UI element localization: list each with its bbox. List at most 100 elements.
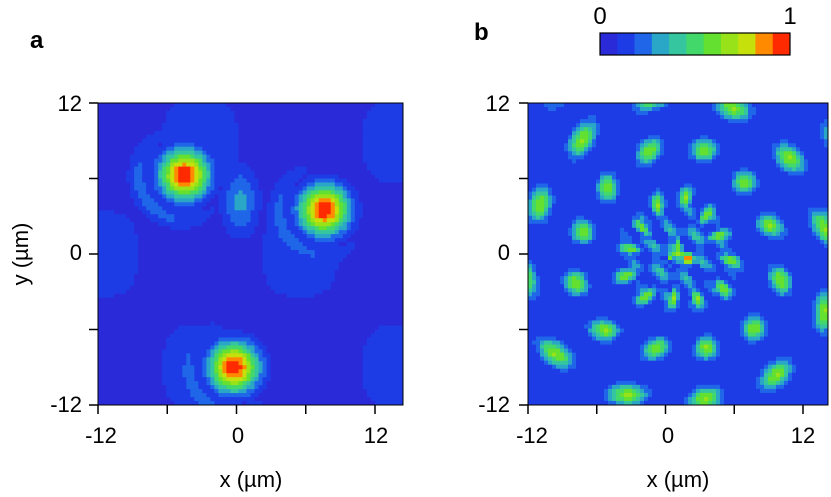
heatmap-cell <box>378 194 384 199</box>
heatmap-cell <box>170 134 175 140</box>
heatmap-cell <box>202 118 207 124</box>
heatmap-cell <box>398 126 403 132</box>
heatmap-cell <box>358 190 364 195</box>
heatmap-cell <box>342 261 348 267</box>
heatmap-cell <box>366 166 372 172</box>
heatmap-cell <box>206 202 211 207</box>
heatmap-cell <box>290 293 296 299</box>
heatmap-cell <box>326 257 332 263</box>
heatmap-cell <box>386 142 392 148</box>
heatmap-cell <box>378 142 384 148</box>
heatmap-cell <box>230 222 236 227</box>
heatmap-cell <box>266 234 272 239</box>
heatmap-cell <box>226 265 232 271</box>
heatmap-cell <box>354 114 360 120</box>
heatmap-cell <box>350 246 356 251</box>
heatmap-cell <box>170 182 175 188</box>
heatmap-cell <box>358 202 364 207</box>
heatmap-cell <box>250 178 256 184</box>
heatmap-cell <box>266 341 272 346</box>
heatmap-cell <box>310 142 316 148</box>
heatmap-cell <box>234 289 240 295</box>
heatmap-cell <box>158 313 163 319</box>
heatmap-cell <box>206 269 211 275</box>
heatmap-cell <box>218 281 223 287</box>
heatmap-cell <box>338 309 344 315</box>
heatmap-cell <box>98 218 103 223</box>
heatmap-cell <box>358 150 364 156</box>
heatmap-cell <box>394 202 400 207</box>
heatmap-cell <box>114 293 119 299</box>
heatmap-cell <box>150 206 155 211</box>
heatmap-cell <box>142 186 147 192</box>
heatmap-cell <box>266 238 272 243</box>
heatmap-cell <box>366 301 372 307</box>
heatmap-cell <box>150 273 155 279</box>
heatmap-cell <box>130 293 135 299</box>
heatmap-cell <box>206 154 211 160</box>
heatmap-cell <box>206 134 211 140</box>
heatmap-cell <box>258 198 264 203</box>
heatmap-cell <box>142 309 147 315</box>
heatmap-cell <box>210 138 215 144</box>
heatmap-cell <box>106 142 111 148</box>
heatmap-cell <box>118 190 123 195</box>
heatmap-cell <box>398 170 403 176</box>
heatmap-cell <box>166 313 171 319</box>
heatmap-cell <box>210 206 215 211</box>
heatmap-cell <box>214 309 219 315</box>
heatmap-cell <box>314 341 320 346</box>
heatmap-cell <box>250 206 256 211</box>
heatmap-cell <box>178 162 183 168</box>
heatmap-cell <box>298 154 304 160</box>
heatmap-cell <box>378 130 384 136</box>
heatmap-cell <box>130 349 135 354</box>
heatmap-cell <box>322 297 328 303</box>
heatmap-cell <box>162 273 167 279</box>
heatmap-cell <box>310 265 316 271</box>
heatmap-cell <box>370 106 376 112</box>
heatmap-cell <box>258 190 264 195</box>
heatmap-cell <box>322 198 328 203</box>
heatmap-cell <box>310 198 316 203</box>
heatmap-cell <box>282 325 288 331</box>
heatmap-cell <box>122 103 127 108</box>
heatmap-cell <box>170 238 175 243</box>
heatmap-cell <box>354 146 360 152</box>
heatmap-cell <box>318 134 324 140</box>
heatmap-cell <box>206 317 211 323</box>
heatmap-cell <box>326 114 332 120</box>
heatmap-cell <box>378 265 384 271</box>
heatmap-cell <box>246 242 252 247</box>
heatmap-cell <box>338 353 344 358</box>
heatmap-cell <box>154 186 159 192</box>
heatmap-cell <box>322 273 328 279</box>
heatmap-cell <box>326 250 332 255</box>
heatmap-cell <box>190 210 195 215</box>
heatmap-cell <box>134 118 139 124</box>
heatmap-cell <box>222 273 228 279</box>
heatmap-cell <box>102 257 107 263</box>
heatmap-cell <box>290 254 296 259</box>
heatmap-cell <box>226 250 232 255</box>
heatmap-cell <box>306 146 312 152</box>
heatmap-cell <box>350 122 356 128</box>
heatmap-cell <box>226 138 232 144</box>
heatmap-cell <box>198 198 203 203</box>
heatmap-cell <box>286 122 292 128</box>
heatmap-cell <box>162 337 167 343</box>
heatmap-cell <box>326 202 332 207</box>
heatmap-cell <box>362 254 368 259</box>
heatmap-cell <box>362 273 368 279</box>
heatmap-cell <box>298 106 304 112</box>
heatmap-cell <box>178 301 183 307</box>
heatmap-cell <box>278 174 284 180</box>
heatmap-cell <box>346 158 352 164</box>
heatmap-cell <box>186 138 191 144</box>
heatmap-cell <box>274 254 280 259</box>
heatmap-cell <box>214 190 219 195</box>
heatmap-cell <box>182 349 187 354</box>
heatmap-cell <box>206 206 211 211</box>
heatmap-cell <box>274 226 280 231</box>
heatmap-cell <box>210 114 215 120</box>
